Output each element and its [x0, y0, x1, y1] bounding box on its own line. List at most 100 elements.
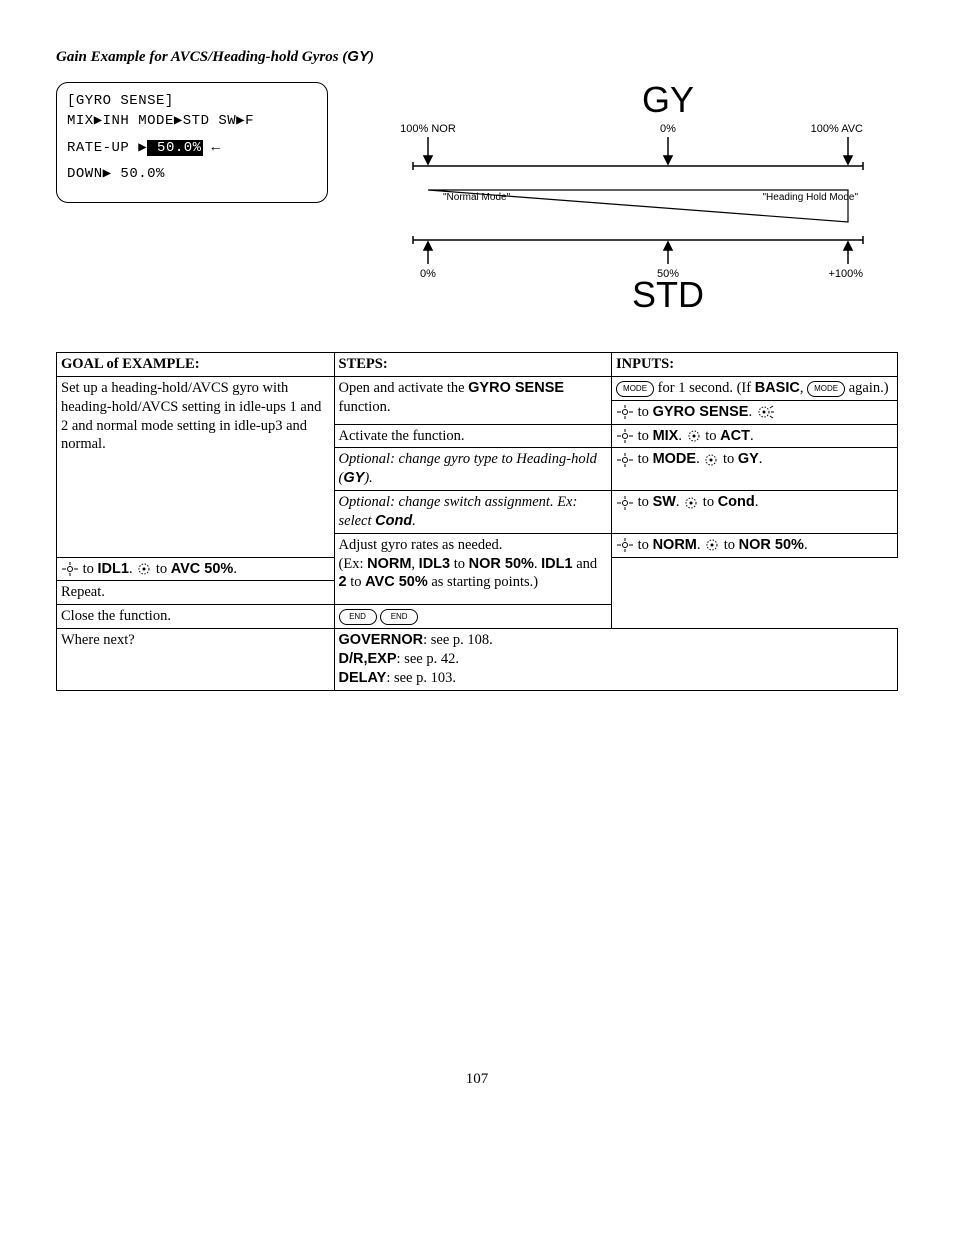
input-5c: Repeat.: [57, 581, 335, 605]
input-5b: to IDL1. to AVC 50%.: [57, 557, 335, 581]
input-5a: to NORM. to NOR 50%.: [612, 533, 898, 557]
in1f: GYRO SENSE: [653, 404, 749, 420]
in1c: ,: [800, 380, 807, 396]
step5j: and: [573, 556, 598, 572]
step-6: Close the function.: [57, 605, 335, 629]
next1b: : see p. 108.: [423, 632, 493, 648]
in4b: SW: [653, 494, 676, 510]
diagram-bot-right: +100%: [828, 268, 863, 280]
diagram-heading-mode: "Heading Hold Mode": [763, 192, 859, 203]
in3f: .: [759, 451, 763, 467]
lcd-line-4: DOWN▶ 50.0%: [67, 164, 317, 184]
in3b: MODE: [653, 451, 697, 467]
in4e: Cond: [718, 494, 755, 510]
diagram-svg: GY 100% NOR 0% 100% AVC "Normal Mode" "H…: [368, 82, 888, 312]
step4-suffix: .: [412, 513, 416, 529]
diagram-std: STD: [632, 274, 704, 312]
in1e: to: [634, 404, 653, 420]
diagram-top-right: 100% AVC: [811, 123, 863, 135]
lcd-l3c: ←: [203, 140, 221, 156]
step5m: AVC 50%: [365, 574, 428, 590]
cursor-icon: [616, 496, 634, 510]
lcd-l3a: RATE-UP ▶: [67, 140, 147, 156]
step5e: IDL3: [419, 556, 450, 572]
col-goal-header: GOAL of EXAMPLE:: [57, 353, 335, 377]
dial-press-icon: [756, 405, 774, 419]
cursor-icon: [616, 453, 634, 467]
step-4: Optional: change switch assignment. Ex: …: [334, 491, 612, 534]
in5g: to: [79, 561, 98, 577]
step-5: Adjust gyro rates as needed. (Ex: NORM, …: [334, 533, 612, 605]
heading-suffix: ): [369, 49, 374, 65]
lcd-l3-inv: 50.0%: [147, 140, 202, 156]
next2a: D/R,EXP: [339, 651, 397, 667]
step5b: (Ex:: [339, 556, 368, 572]
cursor-icon: [61, 562, 79, 576]
step5f: to: [450, 556, 469, 572]
step1-suffix: function.: [339, 399, 391, 415]
step5d: ,: [411, 556, 418, 572]
steps-table: GOAL of EXAMPLE: STEPS: INPUTS: Set up a…: [56, 352, 898, 691]
step5i: IDL1: [541, 556, 572, 572]
next2b: : see p. 42.: [397, 651, 459, 667]
dial-icon: [704, 538, 720, 552]
in3d: to: [719, 451, 738, 467]
in5k: AVC 50%: [171, 561, 234, 577]
step-3: Optional: change gyro type to Heading-ho…: [334, 448, 612, 491]
lcd-line-2: MIX▶INH MODE▶STD SW▶F: [67, 111, 317, 131]
lcd-line-3: RATE-UP ▶ 50.0% ←: [67, 138, 317, 158]
in2a: to: [634, 428, 653, 444]
in3c: .: [696, 451, 703, 467]
input-1a: MODE for 1 second. (If BASIC, MODE again…: [612, 376, 898, 400]
page-heading: Gain Example for AVCS/Heading-hold Gyros…: [56, 48, 898, 66]
step1-text: Open and activate the: [339, 380, 469, 396]
step5g: NOR 50%: [469, 556, 534, 572]
lcd-screen: [GYRO SENSE] MIX▶INH MODE▶STD SW▶F RATE-…: [56, 82, 328, 203]
step1-gyro: GYRO SENSE: [468, 380, 564, 396]
in5a: to: [634, 537, 653, 553]
mode-button-icon: MODE: [616, 381, 654, 397]
in1a: for 1 second. (If: [654, 380, 755, 396]
in5c: .: [697, 537, 704, 553]
step4-cond: Cond: [375, 513, 412, 529]
in4c: .: [676, 494, 683, 510]
diagram-gy: GY: [642, 82, 694, 120]
dial-icon: [703, 453, 719, 467]
page-number: 107: [56, 1071, 898, 1088]
in2b: MIX: [653, 428, 679, 444]
diagram-normal-mode: "Normal Mode": [443, 192, 511, 203]
in1d: again.): [845, 380, 888, 396]
in3e: GY: [738, 451, 759, 467]
in2c: .: [678, 428, 685, 444]
col-inputs-header: INPUTS:: [612, 353, 898, 377]
next1a: GOVERNOR: [339, 632, 424, 648]
table-row: Close the function. END END: [57, 605, 898, 629]
in1g: .: [748, 404, 755, 420]
diagram-bot-left: 0%: [420, 268, 436, 280]
step5c: NORM: [367, 556, 411, 572]
next3b: : see p. 103.: [386, 670, 456, 686]
input-6: END END: [334, 605, 612, 629]
step5k: 2: [339, 574, 347, 590]
step3-text: Optional: change gyro type to Heading-ho…: [339, 451, 597, 486]
in5e: NOR 50%: [739, 537, 804, 553]
in2e: ACT: [720, 428, 750, 444]
table-row: Where next? GOVERNOR: see p. 108. D/R,EX…: [57, 629, 898, 691]
lcd-line-1: [GYRO SENSE]: [67, 91, 317, 111]
cursor-icon: [616, 405, 634, 419]
in5j: to: [152, 561, 171, 577]
in5b: NORM: [653, 537, 697, 553]
top-row: [GYRO SENSE] MIX▶INH MODE▶STD SW▶F RATE-…: [56, 82, 898, 312]
in5h: IDL1: [98, 561, 129, 577]
in2d: to: [702, 428, 721, 444]
step-1: Open and activate the GYRO SENSE functio…: [334, 376, 612, 424]
step3-gy: GY: [343, 470, 364, 486]
input-3: to MODE. to GY.: [612, 448, 898, 491]
in5d: to: [720, 537, 739, 553]
gain-diagram: GY 100% NOR 0% 100% AVC "Normal Mode" "H…: [368, 82, 898, 312]
goal-cell: Set up a heading-hold/AVCS gyro with hea…: [57, 376, 335, 557]
where-next-label: Where next?: [57, 629, 335, 691]
in5f: .: [804, 537, 808, 553]
diagram-top-mid: 0%: [660, 123, 676, 135]
in1b: BASIC: [755, 380, 800, 396]
